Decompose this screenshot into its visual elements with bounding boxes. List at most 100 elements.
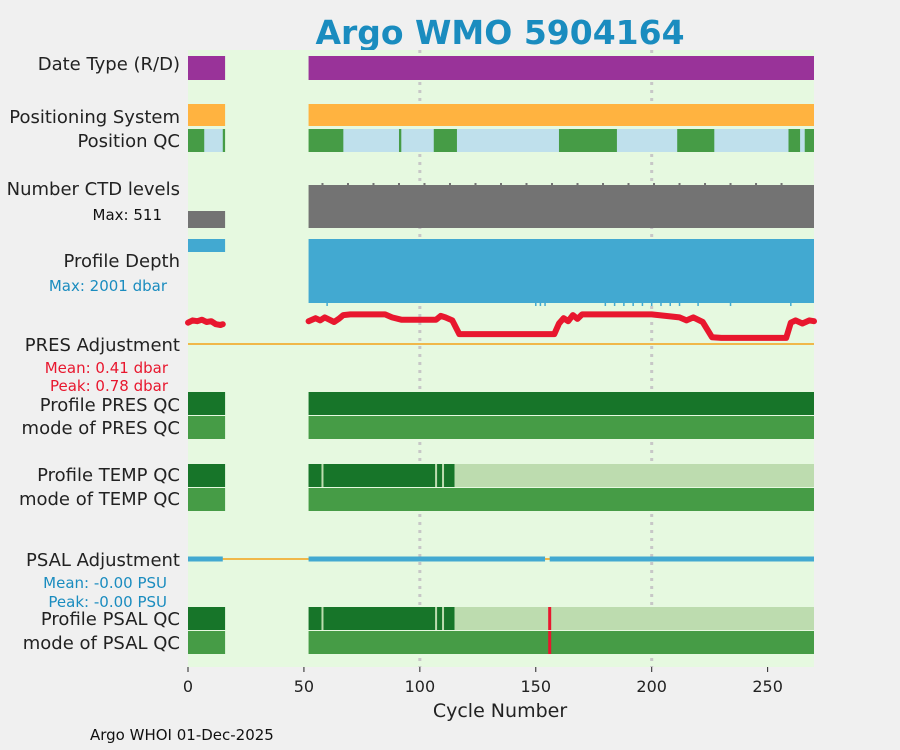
ctd-levels-spike-223	[704, 183, 707, 186]
position-qc-light-0	[204, 129, 223, 152]
profile-depth-spike-220	[697, 303, 699, 306]
profile-depth-spike-150	[535, 303, 537, 306]
position-qc-light-1	[343, 129, 399, 152]
profile-psal-qc-dark-first	[188, 607, 226, 630]
position-qc-bar-1	[308, 129, 814, 152]
ctd-levels-spike-245	[755, 183, 758, 186]
profile-depth-spike-234	[729, 303, 732, 306]
positioning-bar-0	[188, 104, 226, 126]
ctd-levels-spike-135	[500, 183, 502, 186]
position-qc-light-4	[616, 129, 678, 152]
label-mode-pres-qc: mode of PRES QC	[22, 418, 180, 439]
x-axis: 0 50 100 150 200 250	[183, 667, 783, 696]
ctd-levels-spike-157	[551, 183, 554, 186]
mode-pres-qc-bar-0	[188, 416, 226, 439]
ctd-levels-spike-91	[397, 183, 400, 186]
date-type-bar-0	[188, 56, 226, 80]
x-tick-label-50: 50	[294, 677, 314, 696]
label-psal-adjustment: PSAL Adjustment	[26, 550, 180, 571]
ctd-levels-spike-58	[321, 183, 324, 186]
ctd-levels-spike-113	[448, 183, 451, 186]
pres-adjustment-line-0	[185, 316, 226, 328]
label-profile-pres-qc: Profile PRES QC	[40, 395, 180, 416]
ctd-levels-spike-102	[423, 183, 426, 186]
profile-depth-bar-1	[308, 239, 814, 303]
label-ctd-levels: Number CTD levels	[7, 179, 180, 200]
profile-temp-qc-tick-107	[435, 464, 438, 487]
profile-temp-qc-tick-58	[321, 464, 324, 487]
chart-title: Argo WMO 5904164	[315, 13, 684, 52]
x-tick-label-200: 200	[636, 677, 667, 696]
profile-depth-spike-152	[539, 303, 542, 306]
profile-pres-qc-bar-0	[188, 392, 226, 415]
grid-lines	[418, 50, 654, 667]
plot-area	[188, 50, 814, 667]
label-positioning-system: Positioning System	[9, 107, 180, 128]
data-bars	[188, 56, 814, 654]
label-mode-temp-qc: mode of TEMP QC	[19, 489, 180, 510]
profile-depth-spike-204	[660, 303, 662, 306]
position-qc-light-5	[714, 129, 789, 152]
mode-psal-qc-bar-1	[308, 631, 814, 654]
label-profile-depth: Profile Depth	[63, 251, 180, 272]
data-lines	[185, 311, 817, 562]
label-psal-peak: Peak: -0.00 PSU	[48, 593, 167, 611]
profile-depth-spike-212	[678, 303, 681, 306]
profile-temp-qc-pale-0	[454, 464, 814, 487]
profile-depth-spike-180	[604, 303, 607, 306]
ctd-levels-spike-179	[602, 183, 605, 186]
profile-depth-spike-154	[544, 303, 546, 306]
label-date-type: Date Type (R/D)	[38, 54, 180, 75]
pres-adjustment-line-1	[305, 311, 817, 341]
label-profile-psal-qc: Profile PSAL QC	[41, 609, 180, 630]
profile-temp-qc-dark-0	[308, 464, 455, 487]
ctd-levels-spike-212	[678, 183, 681, 186]
label-mode-psal-qc: mode of PSAL QC	[23, 633, 180, 654]
ctd-levels-spike-190	[627, 183, 630, 186]
ctd-levels-spike-201	[653, 183, 656, 186]
x-tick-label-0: 0	[183, 677, 193, 696]
profile-pres-qc-bar-1	[308, 392, 814, 415]
ctd-levels-bar-1	[308, 185, 814, 228]
label-pres-adjustment: PRES Adjustment	[25, 335, 180, 356]
profile-depth-bar-0	[188, 239, 226, 252]
position-qc-light-6	[800, 129, 805, 152]
ctd-levels-spike-69	[346, 183, 349, 186]
profile-psal-qc-tick-58	[321, 607, 324, 630]
ctd-levels-bar-0	[188, 211, 226, 228]
profile-depth-spike-200	[650, 303, 653, 306]
mode-temp-qc-bar-1	[308, 488, 814, 511]
positioning-bar-1	[308, 104, 814, 126]
profile-depth-spike-60	[326, 303, 328, 306]
profile-psal-qc-tick-107	[435, 607, 438, 630]
profile-depth-spike-208	[669, 303, 672, 306]
profile-temp-qc-dark-first-0	[188, 464, 226, 487]
label-ctd-max: Max: 511	[93, 206, 162, 224]
profile-psal-qc-pale-0	[454, 607, 814, 630]
ctd-levels-spike-124	[474, 183, 477, 186]
position-qc-light-2	[401, 129, 434, 152]
label-psal-mean: Mean: -0.00 PSU	[43, 574, 167, 592]
label-pres-mean: Mean: 0.41 dbar	[45, 359, 169, 377]
profile-depth-spike-188	[623, 303, 625, 306]
profile-temp-qc-tick-110	[442, 464, 445, 487]
label-position-qc: Position QC	[77, 131, 180, 152]
footer-credit: Argo WHOI 01-Dec-2025	[90, 726, 274, 744]
label-depth-max: Max: 2001 dbar	[49, 277, 168, 295]
label-profile-temp-qc: Profile TEMP QC	[37, 465, 180, 486]
mode-temp-qc-bar-0	[188, 488, 226, 511]
profile-depth-spike-184	[613, 303, 616, 306]
profile-depth-spike-196	[641, 303, 644, 306]
ctd-levels-spike-256	[780, 183, 783, 186]
date-type-bar-1	[308, 56, 814, 80]
profile-psal-qc-tick-110	[442, 607, 445, 630]
profile-depth-spike-260	[790, 303, 792, 306]
mode-pres-qc-bar-1	[308, 416, 814, 439]
mode-psal-qc-bad-156	[548, 631, 552, 654]
ctd-levels-spike-168	[576, 183, 579, 186]
position-qc-light-3	[456, 129, 559, 152]
x-axis-label: Cycle Number	[433, 700, 567, 722]
profile-psal-qc-bad-156	[548, 607, 552, 630]
profile-psal-qc-dark-0	[308, 607, 455, 630]
